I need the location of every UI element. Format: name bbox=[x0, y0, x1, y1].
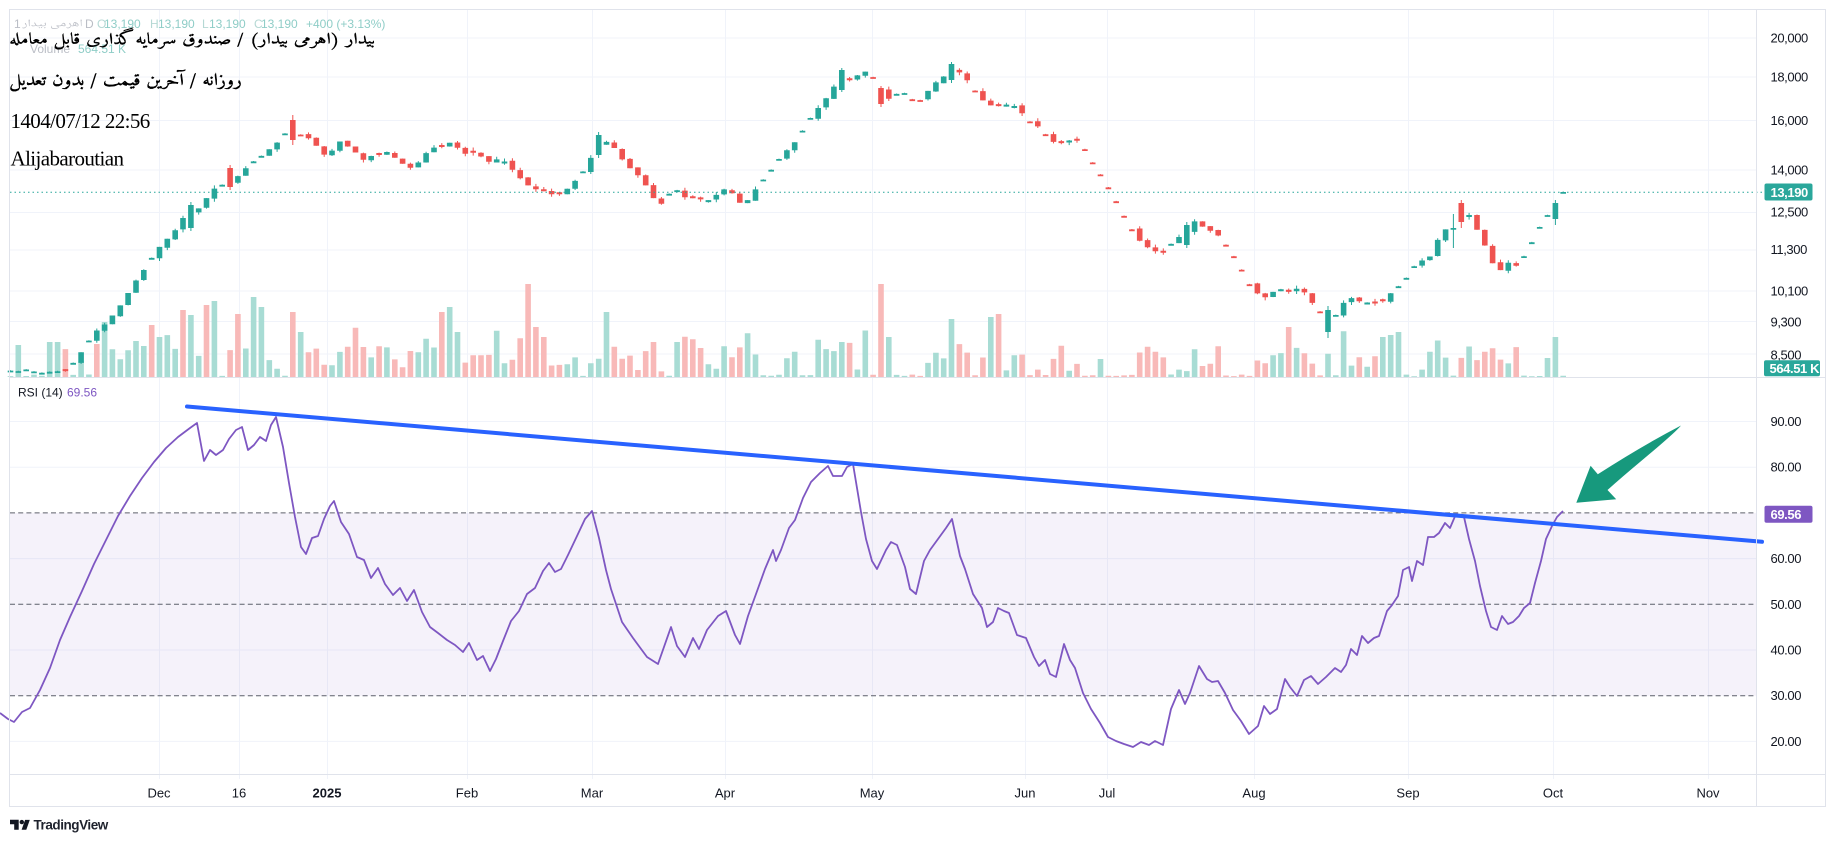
svg-text:+400 (+3.13%): +400 (+3.13%) bbox=[306, 17, 385, 31]
svg-text:8,500: 8,500 bbox=[1771, 348, 1802, 363]
svg-text:14,000: 14,000 bbox=[1771, 163, 1809, 178]
svg-text:13,190: 13,190 bbox=[158, 17, 195, 31]
svg-text:20,000: 20,000 bbox=[1771, 31, 1809, 46]
svg-text:50.00: 50.00 bbox=[1771, 597, 1802, 612]
svg-text:Jul: Jul bbox=[1099, 786, 1116, 801]
svg-text:12,500: 12,500 bbox=[1771, 205, 1809, 220]
svg-text:RSI (14): RSI (14) bbox=[18, 386, 63, 400]
svg-text:2025: 2025 bbox=[313, 786, 342, 801]
svg-text:9,300: 9,300 bbox=[1771, 314, 1802, 329]
svg-text:30.00: 30.00 bbox=[1771, 688, 1802, 703]
svg-text:564.51 K: 564.51 K bbox=[78, 42, 126, 56]
svg-text:1: 1 bbox=[14, 17, 21, 31]
svg-text:40.00: 40.00 bbox=[1771, 643, 1802, 658]
svg-text:69.56: 69.56 bbox=[67, 386, 97, 400]
svg-text:60.00: 60.00 bbox=[1771, 551, 1802, 566]
svg-text:Sep: Sep bbox=[1396, 786, 1419, 801]
svg-text:13,190: 13,190 bbox=[261, 17, 298, 31]
svg-text:O: O bbox=[97, 17, 106, 31]
svg-text:10,100: 10,100 bbox=[1771, 284, 1809, 299]
svg-text:11,300: 11,300 bbox=[1771, 242, 1808, 257]
svg-text:564.51 K: 564.51 K bbox=[1770, 361, 1821, 376]
svg-text:D: D bbox=[85, 17, 94, 31]
svg-text:L: L bbox=[202, 17, 209, 31]
svg-text:69.56: 69.56 bbox=[1771, 507, 1802, 522]
svg-text:90.00: 90.00 bbox=[1771, 414, 1802, 429]
svg-text:13,190: 13,190 bbox=[104, 17, 141, 31]
svg-text:13,190: 13,190 bbox=[1771, 185, 1809, 200]
svg-text:80.00: 80.00 bbox=[1771, 460, 1802, 475]
svg-text:Mar: Mar bbox=[581, 786, 604, 801]
svg-text:Apr: Apr bbox=[715, 786, 736, 801]
svg-text:Volume: Volume bbox=[30, 42, 70, 56]
svg-text:16,000: 16,000 bbox=[1771, 113, 1809, 128]
svg-text:1404/07/12 22:56: 1404/07/12 22:56 bbox=[11, 109, 150, 133]
svg-text:Oct: Oct bbox=[1543, 786, 1564, 801]
svg-text:13,190: 13,190 bbox=[209, 17, 246, 31]
svg-text:C: C bbox=[254, 17, 263, 31]
svg-text:TradingView: TradingView bbox=[34, 818, 109, 833]
svg-text:May: May bbox=[860, 786, 885, 801]
svg-text:18,000: 18,000 bbox=[1771, 70, 1809, 85]
svg-text:Alijabaroutian: Alijabaroutian bbox=[11, 146, 125, 170]
svg-text:Aug: Aug bbox=[1242, 786, 1265, 801]
svg-text:16: 16 bbox=[232, 786, 246, 801]
svg-text:Feb: Feb bbox=[456, 786, 478, 801]
svg-text:Jun: Jun bbox=[1015, 786, 1036, 801]
svg-text:H: H bbox=[150, 17, 159, 31]
svg-text:20.00: 20.00 bbox=[1771, 734, 1802, 749]
svg-text:Dec: Dec bbox=[147, 786, 171, 801]
svg-text:Nov: Nov bbox=[1696, 786, 1720, 801]
